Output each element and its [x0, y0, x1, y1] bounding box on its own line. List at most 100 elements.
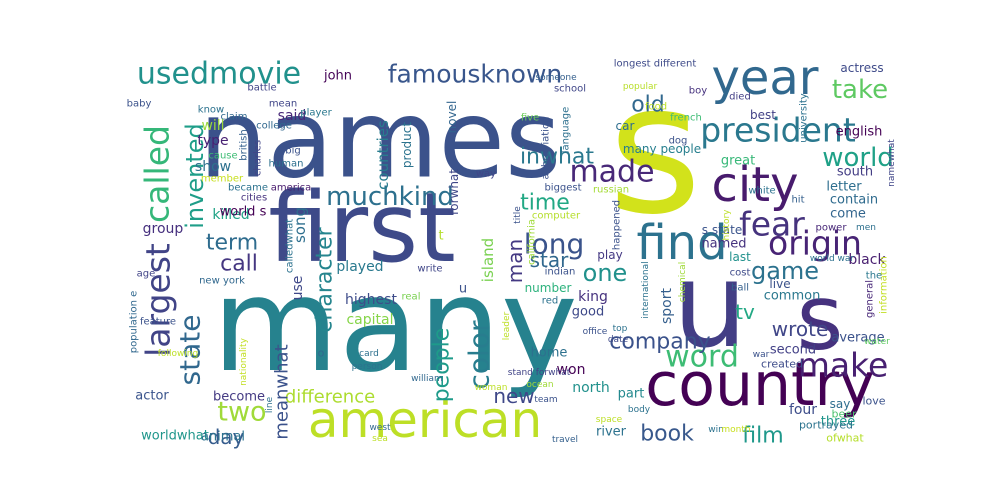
- word: office: [583, 327, 608, 337]
- word: names: [199, 78, 562, 203]
- word: card: [359, 349, 379, 359]
- word: worldwhat: [141, 429, 209, 444]
- word: four: [789, 402, 817, 418]
- word: title: [513, 206, 523, 224]
- word: man: [503, 239, 527, 283]
- word: calledwhat: [285, 219, 296, 273]
- word: west: [369, 423, 391, 433]
- word: u: [459, 282, 467, 297]
- word: tv: [735, 300, 755, 324]
- word: longest different: [614, 59, 697, 70]
- word: long: [524, 228, 584, 261]
- word: killed: [212, 207, 249, 223]
- word: day: [208, 425, 245, 449]
- word: following: [158, 349, 198, 359]
- word: war: [753, 350, 770, 360]
- word: dog: [669, 136, 688, 147]
- word: men: [856, 223, 876, 233]
- word: live: [769, 277, 790, 291]
- word: power: [816, 223, 848, 234]
- word: someone: [535, 73, 577, 83]
- word: forwhat: [447, 169, 461, 215]
- word: became: [228, 183, 268, 194]
- word: character: [313, 226, 338, 332]
- word: average: [831, 331, 884, 346]
- word: year: [711, 50, 818, 106]
- word: nationality: [239, 337, 249, 386]
- word: claim: [221, 112, 248, 123]
- word: school: [554, 84, 586, 95]
- word: country: [645, 350, 874, 420]
- word: called: [138, 125, 177, 223]
- word: happened: [612, 200, 623, 250]
- word: travel: [552, 435, 578, 445]
- word: call: [220, 252, 258, 277]
- word: actress: [840, 61, 883, 75]
- word: month: [721, 425, 750, 435]
- word: state: [174, 315, 207, 386]
- word: countries: [374, 120, 392, 190]
- word: age: [137, 269, 156, 280]
- word: information: [879, 256, 890, 314]
- word: william: [411, 374, 443, 384]
- word: second: [770, 343, 816, 358]
- word: college: [256, 121, 292, 132]
- word: top: [613, 324, 628, 334]
- word: three: [821, 415, 855, 430]
- word: hit: [791, 195, 804, 206]
- word: charles: [253, 140, 264, 176]
- word: one: [583, 259, 628, 287]
- word: played: [336, 259, 383, 275]
- word: died: [729, 92, 751, 103]
- word: north: [572, 380, 610, 396]
- word: human: [269, 159, 304, 170]
- word: great: [721, 154, 755, 169]
- word: letter: [826, 180, 862, 195]
- word: capital: [346, 312, 393, 328]
- word: usedmovie: [137, 57, 301, 92]
- word: popular: [623, 82, 658, 92]
- word: famousknown: [388, 60, 563, 89]
- word: company: [609, 330, 710, 355]
- word: team: [534, 395, 557, 405]
- word: difference: [285, 387, 375, 408]
- word: chemical: [678, 262, 688, 302]
- word: car: [616, 119, 635, 133]
- word: many people: [623, 142, 701, 156]
- word: white: [748, 186, 775, 197]
- word: russian: [593, 185, 629, 196]
- word: line: [265, 396, 275, 413]
- word: meanwhat: [272, 344, 293, 439]
- word: cities: [241, 193, 267, 204]
- word: player: [300, 108, 332, 119]
- word: new: [493, 384, 534, 408]
- word: make: [798, 346, 889, 385]
- word: find: [636, 215, 727, 271]
- word: term: [206, 231, 258, 256]
- word: real: [402, 292, 421, 303]
- word: namewhat: [887, 139, 897, 187]
- word: many: [212, 249, 578, 401]
- word: common: [764, 289, 821, 304]
- word: language: [561, 107, 572, 154]
- word: biggest: [544, 183, 581, 194]
- word: boy: [689, 86, 707, 97]
- word: history: [722, 209, 732, 241]
- word: city: [712, 157, 799, 213]
- word: s: [797, 266, 844, 371]
- word: write: [417, 264, 442, 275]
- word: two: [217, 397, 266, 428]
- word: number: [525, 281, 572, 295]
- word: british: [239, 129, 250, 160]
- word: portrayed: [799, 419, 853, 432]
- word: body: [628, 405, 651, 415]
- word: world war: [810, 254, 855, 264]
- word: mean: [269, 99, 297, 110]
- word: s: [608, 46, 702, 255]
- word: red: [542, 296, 558, 307]
- word: star: [530, 248, 570, 272]
- word: ocean: [526, 380, 553, 390]
- word: animal: [201, 430, 245, 445]
- word: french: [670, 113, 702, 124]
